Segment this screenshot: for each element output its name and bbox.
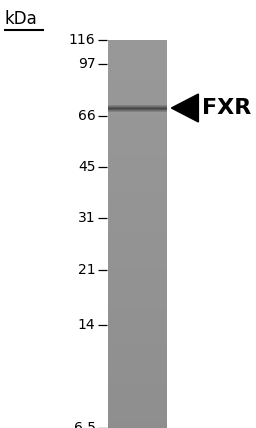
Text: 66: 66 [78,109,95,123]
Text: 21: 21 [78,263,95,277]
Text: 14: 14 [78,318,95,332]
Text: 31: 31 [78,211,95,225]
Text: kDa: kDa [5,10,38,28]
Text: 45: 45 [78,160,95,175]
Text: 6.5: 6.5 [73,421,95,428]
Text: 116: 116 [69,33,95,47]
Text: 97: 97 [78,57,95,71]
Text: FXR: FXR [202,98,252,118]
Polygon shape [172,94,198,122]
